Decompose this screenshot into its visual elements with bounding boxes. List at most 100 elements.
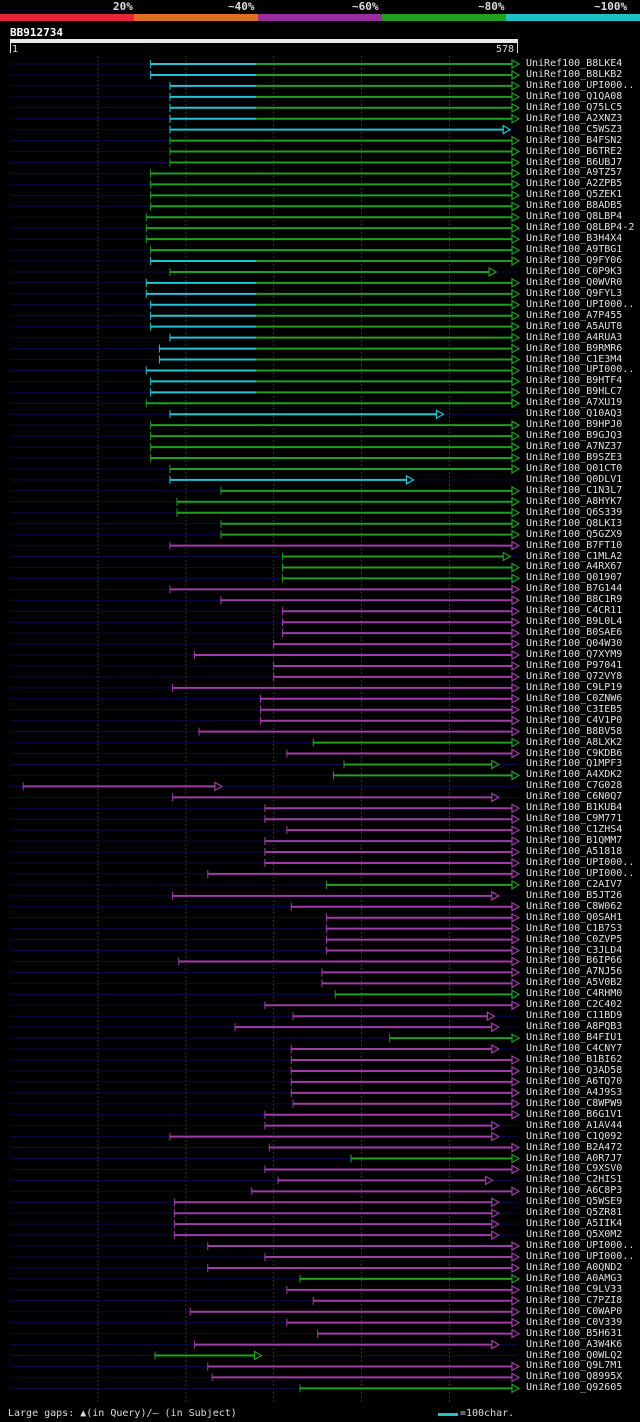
hit-label[interactable]: UniRef100_C4CNY7	[526, 1043, 623, 1055]
hit-row[interactable]	[10, 201, 521, 212]
hit-row[interactable]	[10, 1241, 521, 1252]
hit-label[interactable]: UniRef100_Q0WVR0	[526, 276, 623, 288]
hit-label[interactable]: UniRef100_B6IP66	[526, 955, 623, 967]
hit-label[interactable]: UniRef100_Q10AQ3	[526, 408, 623, 420]
hit-label[interactable]: UniRef100_Q8995X	[526, 1371, 623, 1383]
hit-label[interactable]: UniRef100_B7FT10	[526, 539, 623, 551]
hit-label[interactable]: UniRef100_C2C402	[526, 999, 623, 1011]
hit-row[interactable]	[10, 584, 521, 595]
hit-row[interactable]	[10, 1109, 521, 1120]
hit-row[interactable]	[10, 890, 518, 901]
hit-label[interactable]: UniRef100_A0AMG3	[526, 1272, 623, 1284]
hit-row[interactable]	[10, 113, 521, 124]
hit-label[interactable]: UniRef100_Q5X0M2	[526, 1229, 623, 1241]
hit-label[interactable]: UniRef100_C11BD9	[526, 1010, 623, 1022]
hit-row[interactable]	[10, 1372, 521, 1383]
hit-row[interactable]	[10, 551, 518, 562]
hit-row[interactable]	[10, 1120, 518, 1131]
hit-row[interactable]	[10, 967, 521, 978]
hit-label[interactable]: UniRef100_A51818	[526, 846, 623, 858]
hit-label[interactable]: UniRef100_A2ZPB5	[526, 178, 623, 190]
hit-label[interactable]: UniRef100_A1AV44	[526, 1119, 623, 1131]
hit-label[interactable]: UniRef100_B8LKB2	[526, 68, 623, 80]
hit-row[interactable]	[10, 168, 521, 179]
hit-label[interactable]: UniRef100_A4XDK2	[526, 769, 623, 781]
hit-row[interactable]	[10, 277, 521, 288]
hit-row[interactable]	[10, 989, 521, 1000]
hit-row[interactable]	[10, 639, 521, 650]
hit-label[interactable]: UniRef100_UPI000..	[526, 79, 635, 91]
hit-row[interactable]	[10, 1000, 521, 1011]
hit-row[interactable]	[10, 781, 518, 792]
hit-label[interactable]: UniRef100_C6N0Q7	[526, 791, 623, 803]
hit-label[interactable]: UniRef100_C8WPW9	[526, 1097, 623, 1109]
hit-label[interactable]: UniRef100_C1N3L7	[526, 484, 623, 496]
hit-label[interactable]: UniRef100_Q9L7M1	[526, 1360, 623, 1372]
hit-label[interactable]: UniRef100_A7NJ56	[526, 966, 623, 978]
hit-row[interactable]	[10, 704, 521, 715]
hit-row[interactable]	[10, 628, 521, 639]
hit-row[interactable]	[10, 124, 518, 135]
hit-row[interactable]	[10, 595, 521, 606]
hit-label[interactable]: UniRef100_A8LXK2	[526, 736, 623, 748]
hit-label[interactable]: UniRef100_B4FSN2	[526, 134, 623, 146]
hit-label[interactable]: UniRef100_C1E3M4	[526, 353, 623, 365]
hit-label[interactable]: UniRef100_Q5WSE9	[526, 1196, 623, 1208]
hit-row[interactable]	[10, 956, 521, 967]
hit-label[interactable]: UniRef100_Q1MPF3	[526, 758, 623, 770]
hit-row[interactable]	[10, 748, 521, 759]
hit-row[interactable]	[10, 485, 521, 496]
hit-row[interactable]	[10, 234, 521, 245]
hit-label[interactable]: UniRef100_A0QND2	[526, 1261, 623, 1273]
hit-row[interactable]	[10, 945, 521, 956]
hit-row[interactable]	[10, 562, 521, 573]
hit-row[interactable]	[10, 288, 521, 299]
hit-row[interactable]	[10, 1361, 521, 1372]
hit-row[interactable]	[10, 1295, 521, 1306]
hit-label[interactable]: UniRef100_B1BI62	[526, 1053, 623, 1065]
hit-row[interactable]	[10, 135, 521, 146]
hit-label[interactable]: UniRef100_B8BV58	[526, 725, 623, 737]
hit-row[interactable]	[10, 507, 521, 518]
hit-label[interactable]: UniRef100_B5JT26	[526, 889, 623, 901]
hit-label[interactable]: UniRef100_B1KUB4	[526, 802, 623, 814]
hit-row[interactable]	[10, 212, 521, 223]
hit-label[interactable]: UniRef100_C3JLD4	[526, 944, 623, 956]
hit-label[interactable]: UniRef100_UPI000..	[526, 298, 635, 310]
hit-label[interactable]: UniRef100_A7NZ37	[526, 441, 623, 453]
hit-label[interactable]: UniRef100_C1MLA2	[526, 550, 623, 562]
hit-row[interactable]	[10, 923, 521, 934]
hit-label[interactable]: UniRef100_C4RHM0	[526, 988, 623, 1000]
hit-row[interactable]	[10, 1033, 521, 1044]
hit-label[interactable]: UniRef100_A5AUT8	[526, 320, 623, 332]
hit-row[interactable]	[10, 343, 521, 354]
hit-label[interactable]: UniRef100_UPI000..	[526, 856, 635, 868]
hit-label[interactable]: UniRef100_UPI000..	[526, 867, 635, 879]
hit-row[interactable]	[10, 726, 521, 737]
hit-row[interactable]	[10, 398, 521, 409]
hit-row[interactable]	[10, 814, 521, 825]
hit-row[interactable]	[10, 1284, 521, 1295]
hit-row[interactable]	[10, 431, 521, 442]
hit-label[interactable]: UniRef100_C9LV33	[526, 1283, 623, 1295]
hit-label[interactable]: UniRef100_C2HIS1	[526, 1174, 623, 1186]
hit-label[interactable]: UniRef100_C8W062	[526, 900, 623, 912]
hit-row[interactable]	[10, 1131, 518, 1142]
hit-row[interactable]	[10, 518, 521, 529]
hit-label[interactable]: UniRef100_C4V1P0	[526, 714, 623, 726]
hit-label[interactable]: UniRef100_C9XSV0	[526, 1163, 623, 1175]
hit-label[interactable]: UniRef100_C1B7S3	[526, 922, 623, 934]
hit-label[interactable]: UniRef100_C0P9K3	[526, 265, 623, 277]
hit-label[interactable]: UniRef100_A0R7J7	[526, 1152, 623, 1164]
hit-label[interactable]: UniRef100_C0ZNW6	[526, 692, 623, 704]
hit-row[interactable]	[10, 649, 521, 661]
hit-row[interactable]	[10, 1175, 518, 1186]
hit-row[interactable]	[10, 190, 521, 201]
hit-label[interactable]: UniRef100_Q9FYL3	[526, 287, 623, 299]
hit-label[interactable]: UniRef100_B9SZE3	[526, 452, 623, 464]
hit-row[interactable]	[10, 91, 521, 102]
hit-label[interactable]: UniRef100_Q01907	[526, 572, 623, 584]
hit-row[interactable]	[10, 321, 521, 332]
hit-label[interactable]: UniRef100_Q72VY8	[526, 670, 623, 682]
hit-row[interactable]	[10, 80, 521, 91]
